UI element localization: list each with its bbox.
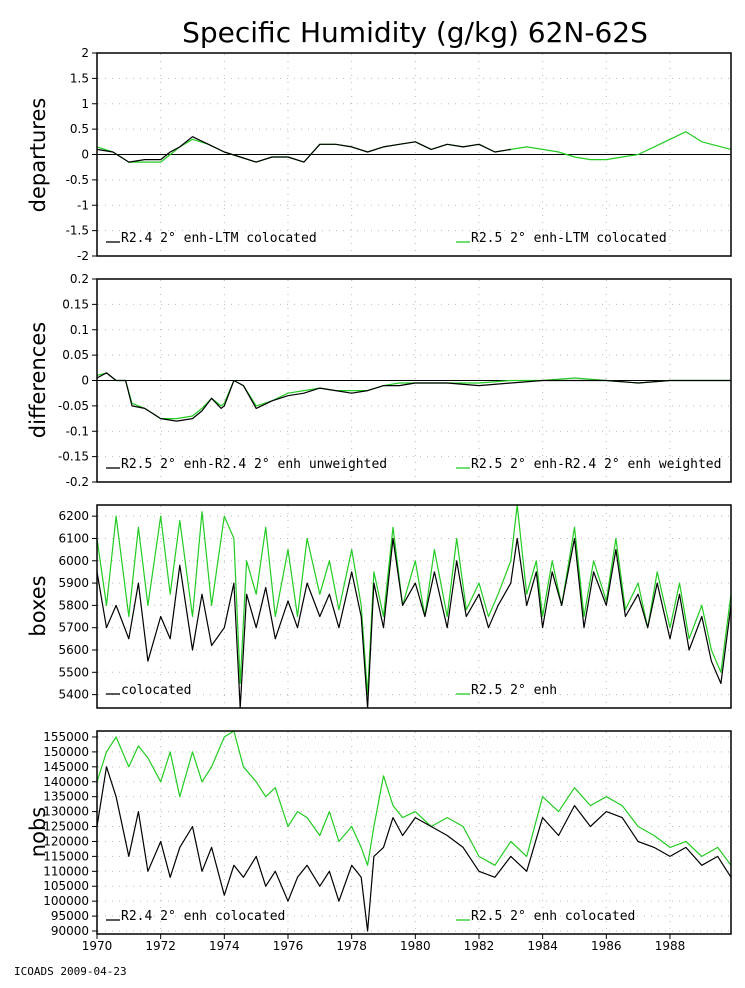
- x-tick-label: 1984: [527, 939, 558, 953]
- y-tick-label: 5400: [58, 688, 89, 702]
- y-tick-label: 6000: [58, 554, 89, 568]
- y-tick-label: 0.15: [62, 297, 89, 311]
- y-tick-label: 5600: [58, 643, 89, 657]
- y-tick-label: 0: [81, 374, 89, 388]
- y-tick-label: 5700: [58, 621, 89, 635]
- y-tick-label: 95000: [51, 909, 89, 923]
- x-tick-label: 1982: [464, 939, 495, 953]
- plot-frame: [96, 504, 732, 709]
- y-tick-label: 125000: [43, 820, 89, 834]
- series-line-b: [96, 504, 732, 696]
- y-tick-label: 90000: [51, 924, 89, 938]
- y-tick-label: -0.05: [58, 399, 89, 413]
- y-tick-label: 100000: [43, 894, 89, 908]
- legend-label-b: R2.5 2° enh colocated: [471, 909, 635, 924]
- y-tick-label: 0.05: [62, 348, 89, 362]
- x-tick-label: 1970: [82, 939, 113, 953]
- legend-label-b: R2.5 2° enh-R2.4 2° enh weighted: [471, 457, 721, 472]
- series-line-a: [96, 537, 732, 709]
- y-tick-label: 155000: [43, 730, 89, 744]
- y-tick-label: 105000: [43, 879, 89, 893]
- x-tick-label: 1972: [145, 939, 176, 953]
- y-tick-label: -0.5: [66, 173, 89, 187]
- y-tick-label: -0.2: [66, 475, 89, 489]
- legend-label-a: R2.4 2° enh colocated: [121, 909, 285, 924]
- y-tick-label: 120000: [43, 834, 89, 848]
- chart-panels: 2 1.5 1 0.5 0 -0.5 -1 -1.5 -2 departures R2.4 2° e…: [26, 46, 732, 938]
- x-tick-label: 1978: [336, 939, 367, 953]
- x-tick-label: 1980: [400, 939, 431, 953]
- y-tick-label: 6200: [58, 509, 89, 523]
- y-tick-label: 130000: [43, 805, 89, 819]
- y-tick-label: -2: [77, 249, 89, 263]
- plot-frame: [96, 278, 732, 483]
- legend-label-b: R2.5 2° enh: [471, 683, 557, 698]
- panel-boxes: 6200 6100 6000 5900 5800 5700 5600 5500 5400 boxe…: [26, 504, 732, 709]
- y-tick-label: 6100: [58, 531, 89, 545]
- legend-label-a: colocated: [121, 683, 191, 698]
- y-tick-label: 5500: [58, 665, 89, 679]
- series-line-b: [96, 372, 731, 420]
- x-tick-label: 1974: [209, 939, 240, 953]
- y-axis-label: nobs: [26, 807, 50, 857]
- y-tick-label: 110000: [43, 864, 89, 878]
- x-tick-label: 1976: [273, 939, 304, 953]
- panel-nobs: 1550001500001450001400001350001300001250…: [26, 730, 732, 938]
- x-tick-label: 1988: [655, 939, 686, 953]
- y-axis-label: differences: [26, 322, 50, 438]
- y-tick-label: -0.1: [66, 424, 89, 438]
- y-tick-label: -1.5: [66, 224, 89, 238]
- y-tick-label: 1: [81, 97, 89, 111]
- legend-label-a: R2.4 2° enh-LTM colocated: [121, 231, 317, 246]
- y-tick-label: 0: [81, 148, 89, 162]
- plot-frame: [96, 730, 732, 935]
- series-line-a: [96, 136, 511, 163]
- y-tick-label: 5900: [58, 576, 89, 590]
- y-tick-label: 135000: [43, 790, 89, 804]
- y-tick-label: -0.15: [58, 450, 89, 464]
- y-tick-label: 150000: [43, 745, 89, 759]
- series-line-a: [96, 372, 731, 422]
- y-axis-label: boxes: [26, 575, 50, 636]
- legend-label-a: R2.5 2° enh-R2.4 2° enh unweighted: [121, 457, 387, 472]
- chart-title: Specific Humidity (g/kg) 62N-62S: [182, 16, 648, 49]
- panel-differences: 0.2 0.15 0.1 0.05 0 -0.05 -0.1 -0.15 -0.2 differe…: [26, 272, 732, 489]
- y-tick-label: 5800: [58, 598, 89, 612]
- footer-label: ICOADS 2009-04-23: [14, 965, 127, 978]
- series-line-a: [96, 766, 732, 932]
- x-tick-label: 1986: [591, 939, 622, 953]
- y-axis-label: departures: [26, 98, 50, 213]
- y-tick-label: 2: [81, 46, 89, 60]
- legend-label-b: R2.5 2° enh-LTM colocated: [471, 231, 667, 246]
- y-tick-label: 1.5: [70, 71, 89, 85]
- y-tick-label: 0.5: [70, 122, 89, 136]
- y-tick-label: 115000: [43, 849, 89, 863]
- series-line-b: [96, 730, 732, 866]
- x-axis: 1970 1972 1974 1976 1978 1980 1982 1984 1986 1988: [82, 934, 686, 953]
- y-tick-label: -1: [77, 198, 89, 212]
- y-tick-label: 140000: [43, 775, 89, 789]
- panel-departures: 2 1.5 1 0.5 0 -0.5 -1 -1.5 -2 departures R2.4 2° e…: [26, 46, 732, 263]
- y-tick-label: 0.2: [70, 272, 89, 286]
- y-tick-label: 0.1: [70, 323, 89, 337]
- y-tick-label: 145000: [43, 760, 89, 774]
- plot-frame: [96, 52, 732, 257]
